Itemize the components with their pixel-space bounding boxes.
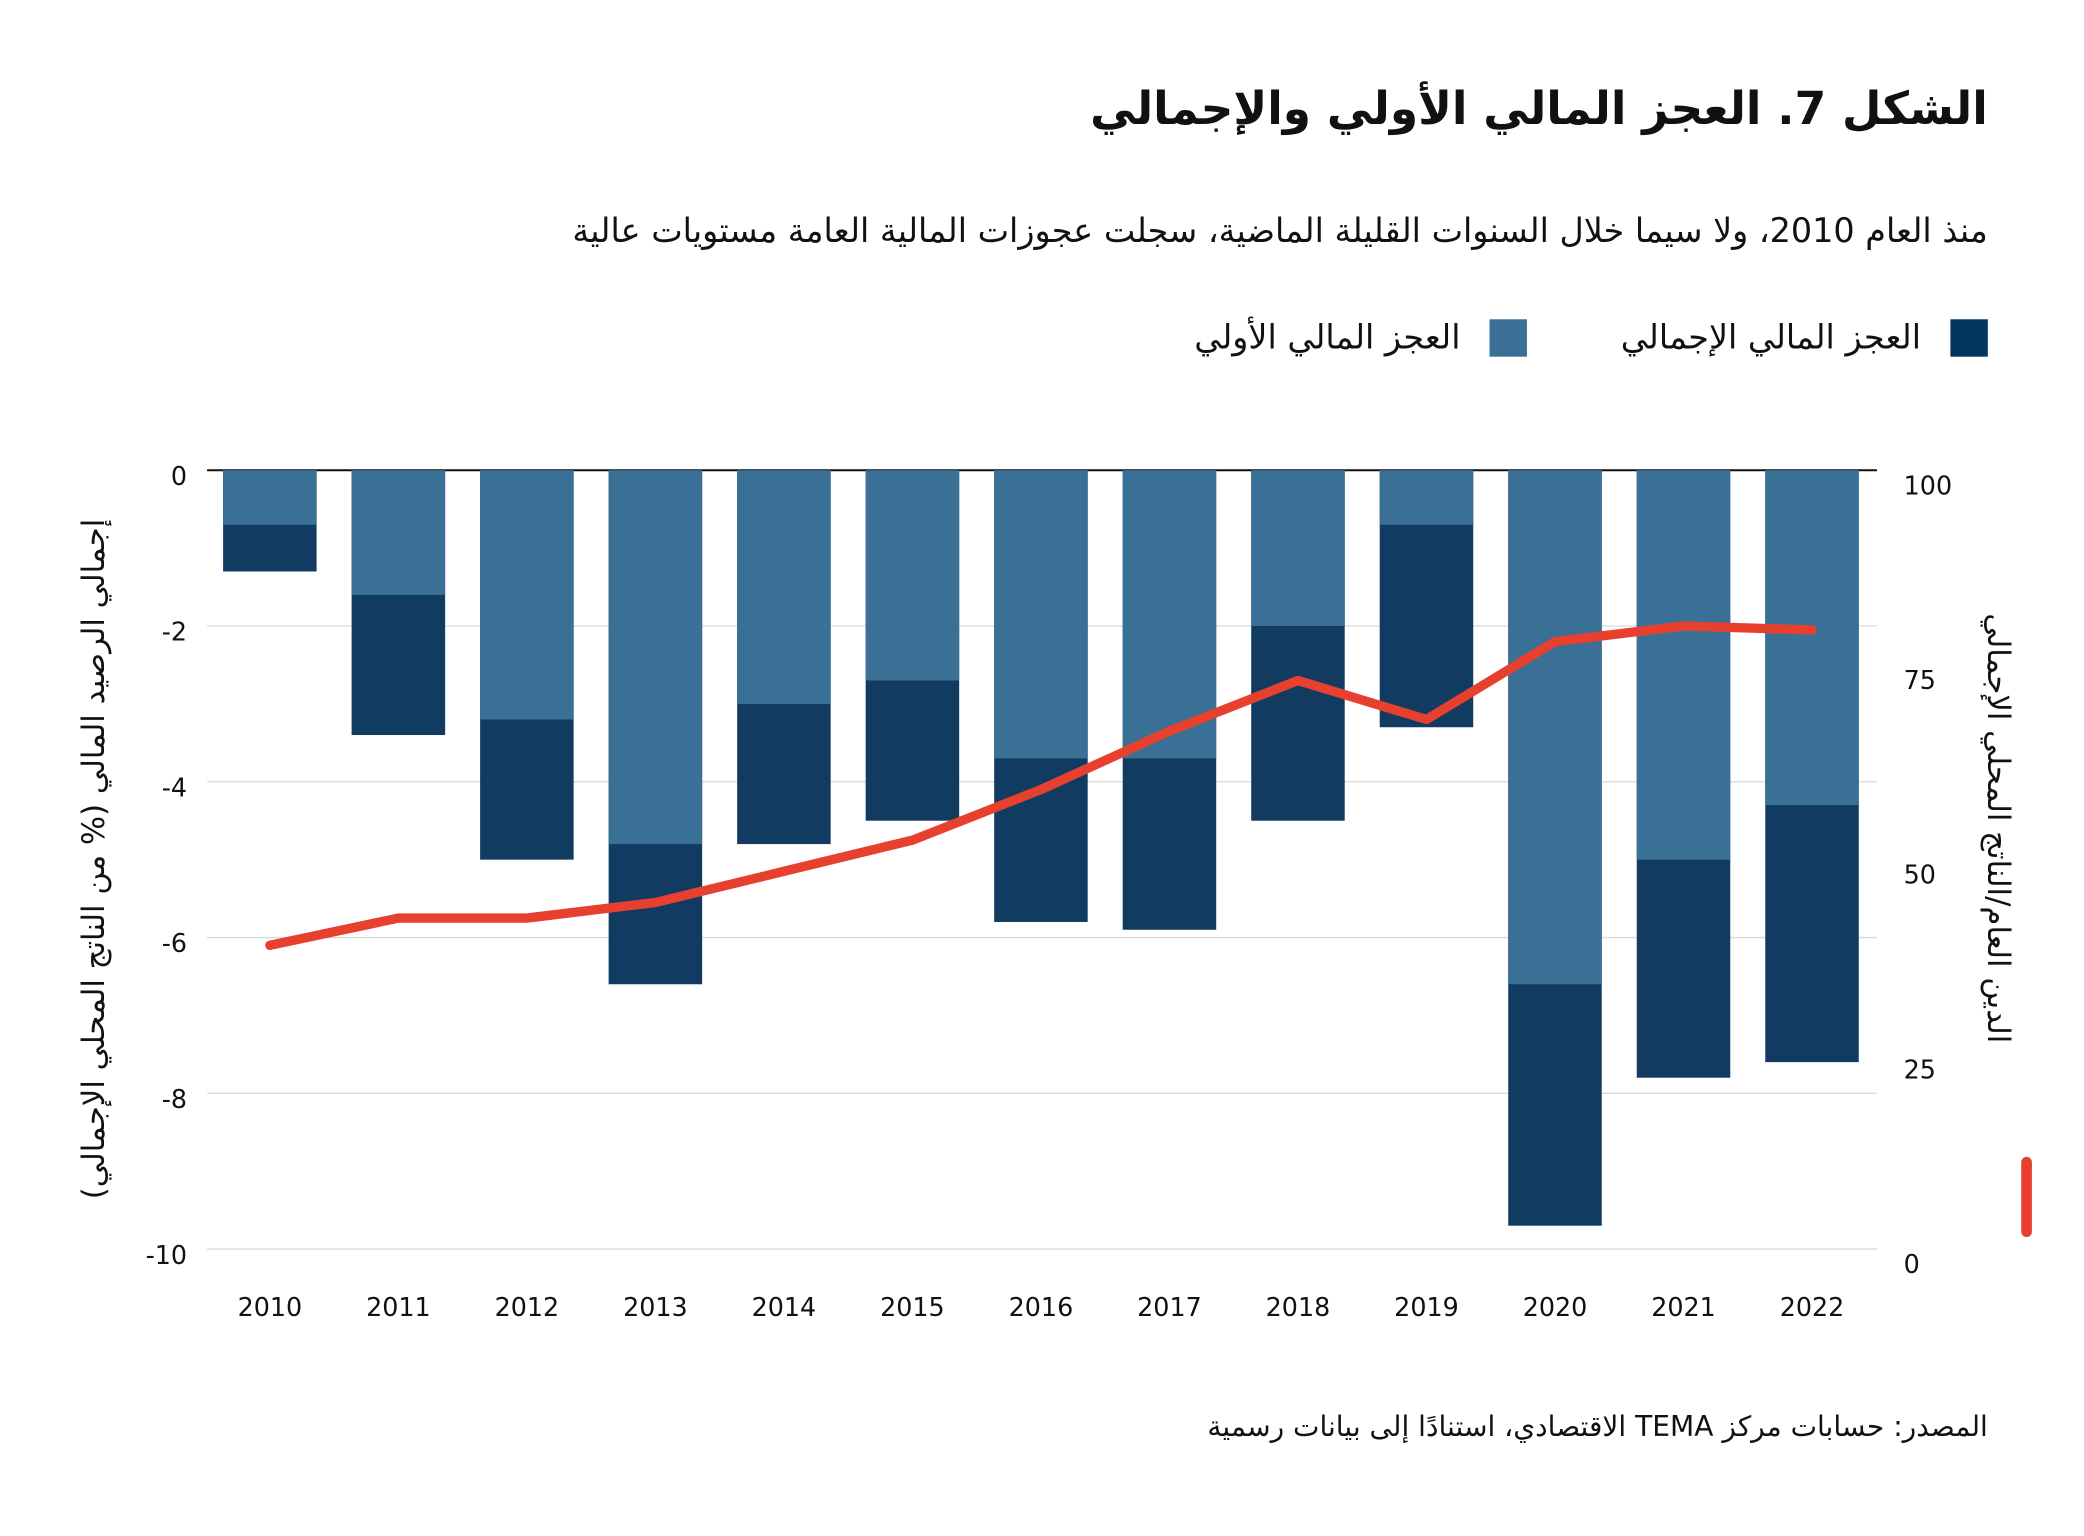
y-tick-label: 0 bbox=[171, 461, 187, 491]
legend-item-primary: العجز المالي الأولي bbox=[1194, 317, 1528, 357]
chart-subtitle: منذ العام 2010، ولا سيما خلال السنوات ال… bbox=[572, 211, 1988, 250]
x-tick-label: 2020 bbox=[1523, 1292, 1588, 1322]
y2-tick-label: 50 bbox=[1904, 860, 1936, 890]
y2-tick-label: 0 bbox=[1904, 1249, 1920, 1279]
legend-label-overall: العجز المالي الإجمالي bbox=[1620, 317, 1922, 357]
bar-primary-2013 bbox=[608, 470, 703, 845]
y-tick-label: -8 bbox=[162, 1084, 187, 1114]
x-tick-label: 2012 bbox=[495, 1292, 560, 1322]
y2-tick-label: 100 bbox=[1904, 470, 1952, 500]
bar-primary-2012 bbox=[480, 470, 574, 720]
legend-label-primary: العجز المالي الأولي bbox=[1194, 317, 1461, 357]
bar-primary-2018 bbox=[1251, 470, 1345, 627]
y-tick-label: -6 bbox=[162, 928, 187, 958]
bar-primary-2011 bbox=[351, 470, 446, 595]
y-axis-label: إجمالي الرصيد المالي (% من الناتج المحلي… bbox=[76, 519, 112, 1200]
bar-primary-2015 bbox=[865, 470, 960, 681]
y-tick-label: -10 bbox=[146, 1240, 187, 1270]
x-tick-label: 2022 bbox=[1780, 1292, 1845, 1322]
chart-title: الشكل 7. العجز المالي الأولي والإجمالي bbox=[1090, 82, 1988, 137]
legend-item-overall: العجز المالي الإجمالي bbox=[1621, 318, 1988, 357]
legend: العجز المالي الإجمالي العجز المالي الأول… bbox=[1194, 318, 1988, 357]
x-tick-label: 2021 bbox=[1651, 1292, 1716, 1322]
x-tick-label: 2010 bbox=[238, 1292, 303, 1322]
y2-tick-label: 75 bbox=[1904, 665, 1936, 695]
bar-primary-2021 bbox=[1636, 470, 1731, 860]
legend-swatch-primary bbox=[1489, 318, 1528, 357]
bar-primary-2017 bbox=[1122, 470, 1217, 759]
bar-primary-2022 bbox=[1765, 470, 1859, 806]
y2-axis-label: الدين العام/الناتج المحلي الإجمالي bbox=[1980, 613, 2016, 1043]
x-tick-label: 2014 bbox=[752, 1292, 817, 1322]
bar-primary-2016 bbox=[994, 470, 1088, 759]
x-tick-label: 2017 bbox=[1137, 1292, 1202, 1322]
x-tick-label: 2011 bbox=[366, 1292, 431, 1322]
legend-swatch-overall bbox=[1950, 318, 1988, 357]
x-tick-label: 2016 bbox=[1009, 1292, 1074, 1322]
y2-tick-label: 25 bbox=[1904, 1054, 1936, 1084]
y-tick-label: -2 bbox=[162, 617, 187, 647]
x-tick-label: 2018 bbox=[1266, 1292, 1331, 1322]
x-tick-label: 2015 bbox=[880, 1292, 945, 1322]
x-tick-label: 2013 bbox=[623, 1292, 688, 1322]
bar-primary-2010 bbox=[223, 470, 317, 525]
bar-primary-2020 bbox=[1508, 470, 1602, 985]
bar-primary-2019 bbox=[1379, 470, 1474, 525]
y-tick-label: -4 bbox=[162, 772, 187, 802]
x-tick-label: 2019 bbox=[1394, 1292, 1459, 1322]
source-note: المصدر: حسابات مركز TEMA الاقتصادي، استن… bbox=[1207, 1410, 1988, 1443]
bar-primary-2014 bbox=[737, 470, 831, 704]
